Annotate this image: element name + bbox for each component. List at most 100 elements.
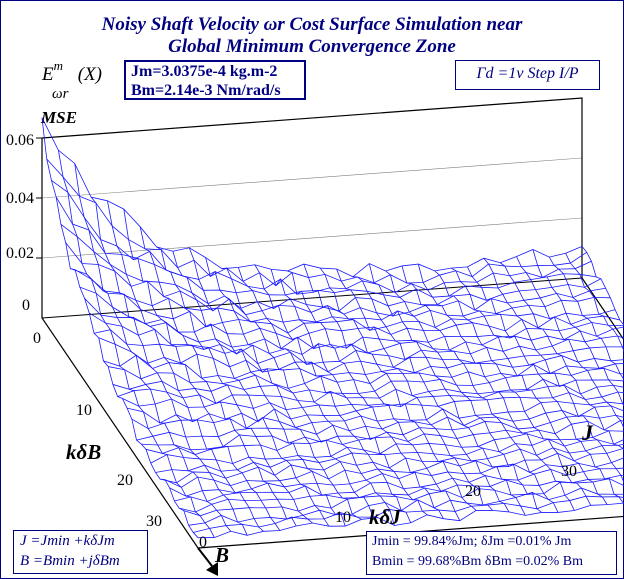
grid-definition-box: J =Jmin +kδJm B =Bmin +jδBm [13,530,148,574]
surface-line-b [136,405,624,441]
function-label: Em ωr (X) [42,58,103,102]
b-tick-label: 0 [33,330,41,347]
surface-line-j [205,257,362,520]
function-label-sub: ωr [52,86,69,102]
z-gridline [41,157,583,199]
surface-line-j [74,163,232,532]
surface-line-j [581,246,624,326]
input-signal-box: Γd =1v Step I/P [455,60,600,90]
surface-line-b [145,420,624,455]
j-tick-label: 10 [335,509,351,526]
surface-line-j [565,253,624,353]
surface-line-b [155,438,624,473]
motor-param-b: Bm=2.14e-3 Nm/rad/s [131,82,281,99]
chart-title-line2: Global Minimum Convergence Zone [168,36,456,57]
surface-line-b [46,158,587,287]
b-axis-label: kδB [66,440,102,464]
b-min-result: Bmin = 99.68%Bm δBm =0.02% Bm [372,554,584,569]
surface-line-b [41,117,583,278]
surface-line-b [84,298,624,350]
b-tick-label: 10 [76,402,92,419]
surface-line-j [270,269,428,516]
surface-line-b [93,329,624,365]
b-axis-arrow-line [197,547,213,567]
surface-line-j [401,265,559,513]
b-axis-name: B [215,543,230,567]
j-tick-label: 20 [465,483,481,500]
z-gridline [41,217,583,259]
surface-line-j [287,270,444,519]
surface-line-b [117,378,624,404]
surface-line-j [336,268,493,511]
surface-line-j [319,267,477,511]
surface-line-b [160,443,624,484]
surface-line-j [57,150,215,538]
function-label-sup: m [53,58,63,73]
z-tick-label: 0.06 [6,132,34,149]
surface-line-j [221,267,379,519]
surface-line-j [156,246,313,524]
surface-line-j [548,256,624,381]
surface-line-j [450,267,608,505]
surface-line-b [51,180,592,295]
function-label-arg: (X) [77,64,103,85]
mse-axis-title: MSE [41,108,77,127]
surface-line-b [164,448,624,488]
surface-line-b [55,196,597,298]
chart-title-line1: Noisy Shaft Velocity ωr Cost Surface Sim… [101,14,523,35]
surface-line-b [193,495,624,533]
surface-line-j [303,263,461,521]
surface-line-j [516,256,624,430]
j-definition: J =Jmin +kδJm [20,533,115,549]
surface-line-b [89,312,624,355]
surface-line-j [254,264,412,523]
surface-line-b [174,467,624,502]
j-axis-label: kδJ [369,505,401,529]
surface-line-b [112,367,624,394]
surface-line-b [98,337,624,373]
surface-line-j [532,249,624,407]
b-tick-label: 30 [146,513,162,530]
surface-line-b [178,474,624,513]
z-tick-label: 0.04 [6,190,34,207]
surface-line-j [467,266,624,504]
surface-line-b [70,268,611,323]
surface-line-b [108,363,624,389]
surface-line-j [352,276,510,513]
function-label-base: E [42,64,54,85]
j-axis-name: J [582,420,593,445]
surface-line-j [434,270,592,506]
z-gridline [41,97,583,139]
surface-line-j [237,267,395,526]
surface-line-j [41,117,199,538]
surface-line-b [122,384,624,411]
surface-line-j [368,263,526,516]
surface-line-b [183,478,624,517]
z-tick-label: 0.02 [6,245,34,262]
z-tick-label: 0 [22,297,30,314]
motor-params-box: Jm=3.0375e-4 kg.m-2 Bm=2.14e-3 Nm/rad/s [124,60,306,100]
surface-line-b [141,414,624,451]
surface-line-b [197,502,624,539]
motor-param-j: Jm=3.0375e-4 kg.m-2 [131,63,278,80]
j-min-result: Jmin = 99.84%Jm; δJm =0.01% Jm [372,534,572,549]
b-tick-label-zero: 0 [199,534,207,551]
surface-line-b [169,457,624,497]
surface-line-j [385,270,542,513]
surface-line-b [188,487,624,526]
results-box: Jmin = 99.84%Jm; δJm =0.01% Jm Bmin = 99… [366,531,617,575]
surface-line-b [103,354,624,379]
surface-line-j [123,209,281,531]
surface-line-b [150,430,624,464]
surface-line-b [131,401,624,430]
b-tick-label: 20 [117,472,133,489]
surface-line-j [172,251,330,527]
surface-line-b [65,242,606,317]
surface-line-b [60,224,602,312]
surface-line-j [499,262,624,451]
surface-line-b [127,391,624,424]
b-axis-arrowhead [206,562,218,576]
surface-line-b [74,269,616,334]
axis-box-back-floor [41,277,583,319]
